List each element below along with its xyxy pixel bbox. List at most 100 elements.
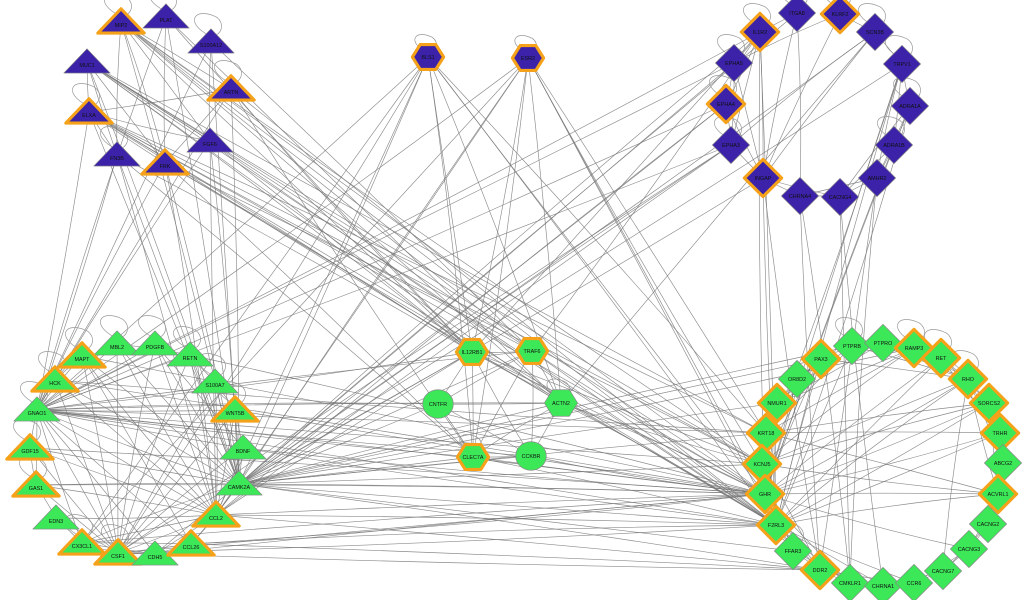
graph-edge bbox=[238, 402, 562, 485]
graph-node-hexagon[interactable] bbox=[544, 389, 578, 417]
graph-node-diamond[interactable] bbox=[742, 157, 784, 199]
graph-node-diamond[interactable] bbox=[947, 358, 989, 400]
graph-node-diamond[interactable] bbox=[739, 11, 781, 53]
graph-node-triangle[interactable] bbox=[166, 341, 214, 367]
graph-node-triangle[interactable] bbox=[206, 74, 256, 102]
graph-node-triangle[interactable] bbox=[96, 7, 146, 35]
graph-node-diamond[interactable] bbox=[864, 324, 902, 362]
graph-node-triangle[interactable] bbox=[166, 529, 216, 557]
graph-node-diamond[interactable] bbox=[715, 44, 753, 82]
graph-node-triangle[interactable] bbox=[93, 538, 143, 566]
graph-edge bbox=[117, 524, 777, 554]
graph-edge bbox=[165, 16, 562, 404]
graph-node-diamond[interactable] bbox=[774, 532, 812, 570]
graph-node-triangle[interactable] bbox=[131, 540, 179, 566]
graph-node-diamond[interactable] bbox=[864, 567, 902, 600]
graph-edge bbox=[29, 447, 217, 516]
graph-node-triangle[interactable] bbox=[215, 470, 263, 496]
graph-node-diamond[interactable] bbox=[969, 505, 1007, 543]
graph-node-triangle[interactable] bbox=[93, 330, 141, 356]
graph-node-triangle[interactable] bbox=[63, 48, 111, 74]
graph-node-circle[interactable] bbox=[515, 441, 547, 471]
graph-node-triangle[interactable] bbox=[11, 470, 61, 498]
graph-node-diamond[interactable] bbox=[819, 0, 861, 35]
graph-node-diamond[interactable] bbox=[712, 126, 750, 164]
graph-node-diamond[interactable] bbox=[831, 564, 869, 600]
graph-node-triangle[interactable] bbox=[191, 500, 241, 528]
graph-node-circle[interactable] bbox=[422, 389, 454, 419]
graph-edge bbox=[839, 196, 884, 587]
graph-node-hexagon[interactable] bbox=[514, 337, 550, 365]
graph-node-triangle[interactable] bbox=[5, 433, 55, 461]
graph-node-triangle[interactable] bbox=[93, 141, 141, 167]
graph-node-triangle[interactable] bbox=[57, 341, 107, 369]
graph-edge bbox=[36, 409, 240, 485]
graph-node-diamond[interactable] bbox=[984, 444, 1022, 482]
graph-node-triangle[interactable] bbox=[57, 528, 107, 556]
graph-node-diamond[interactable] bbox=[705, 83, 747, 125]
graph-node-diamond[interactable] bbox=[858, 159, 896, 197]
self-loop-edge bbox=[100, 315, 128, 338]
node-layer[interactable] bbox=[5, 0, 1022, 600]
graph-edge bbox=[471, 351, 763, 465]
graph-edge bbox=[36, 409, 766, 495]
graph-node-triangle[interactable] bbox=[186, 127, 234, 153]
graph-edge bbox=[210, 41, 533, 352]
graph-node-hexagon[interactable] bbox=[454, 338, 490, 366]
graph-node-triangle[interactable] bbox=[32, 504, 80, 530]
graph-edge bbox=[209, 140, 777, 526]
graph-node-diamond[interactable] bbox=[821, 178, 859, 216]
graph-edge bbox=[81, 493, 766, 544]
graph-edge bbox=[761, 463, 999, 495]
graph-edge bbox=[190, 543, 821, 571]
graph-node-diamond[interactable] bbox=[856, 13, 894, 51]
graph-node-diamond[interactable] bbox=[875, 126, 913, 164]
graph-node-diamond[interactable] bbox=[781, 177, 819, 215]
graph-node-triangle[interactable] bbox=[13, 396, 61, 422]
graph-node-diamond[interactable] bbox=[756, 382, 798, 424]
graph-edge bbox=[765, 432, 999, 495]
graph-edge bbox=[775, 402, 990, 526]
graph-node-diamond[interactable] bbox=[755, 504, 797, 546]
graph-node-diamond[interactable] bbox=[800, 338, 842, 380]
graph-edge bbox=[472, 456, 777, 526]
graph-edge bbox=[764, 402, 990, 495]
graph-node-triangle[interactable] bbox=[219, 434, 267, 460]
graph-node-triangle[interactable] bbox=[187, 28, 235, 54]
graph-node-diamond[interactable] bbox=[920, 337, 962, 379]
graph-node-triangle[interactable] bbox=[30, 365, 80, 393]
graph-node-diamond[interactable] bbox=[778, 0, 816, 32]
graph-node-triangle[interactable] bbox=[142, 3, 190, 29]
graph-edge bbox=[154, 493, 766, 555]
graph-node-diamond[interactable] bbox=[950, 530, 988, 568]
graph-node-triangle[interactable] bbox=[131, 330, 179, 356]
graph-edge bbox=[164, 162, 763, 465]
graph-node-diamond[interactable] bbox=[891, 87, 929, 125]
graph-edge bbox=[242, 447, 766, 495]
graph-node-triangle[interactable] bbox=[140, 148, 190, 176]
graph-edge bbox=[208, 41, 212, 142]
graph-node-diamond[interactable] bbox=[833, 327, 871, 365]
graph-node-hexagon[interactable] bbox=[410, 43, 446, 71]
graph-edge bbox=[765, 402, 990, 434]
graph-node-diamond[interactable] bbox=[883, 45, 921, 83]
graph-node-diamond[interactable] bbox=[895, 564, 933, 600]
graph-node-diamond[interactable] bbox=[799, 549, 841, 591]
graph-node-triangle[interactable] bbox=[210, 395, 260, 423]
graph-node-diamond[interactable] bbox=[778, 360, 816, 398]
graph-node-diamond[interactable] bbox=[744, 473, 786, 515]
graph-node-diamond[interactable] bbox=[968, 382, 1010, 424]
graph-node-diamond[interactable] bbox=[977, 473, 1019, 515]
graph-edge bbox=[81, 542, 192, 545]
edge-layer bbox=[29, 12, 1004, 587]
graph-edge bbox=[560, 402, 763, 465]
graph-node-triangle[interactable] bbox=[191, 368, 239, 394]
graph-node-hexagon[interactable] bbox=[510, 44, 546, 72]
graph-node-diamond[interactable] bbox=[924, 552, 962, 590]
graph-node-triangle[interactable] bbox=[64, 97, 114, 125]
graph-edge bbox=[117, 354, 191, 554]
graph-edge bbox=[819, 177, 878, 571]
graph-node-hexagon[interactable] bbox=[455, 443, 491, 471]
